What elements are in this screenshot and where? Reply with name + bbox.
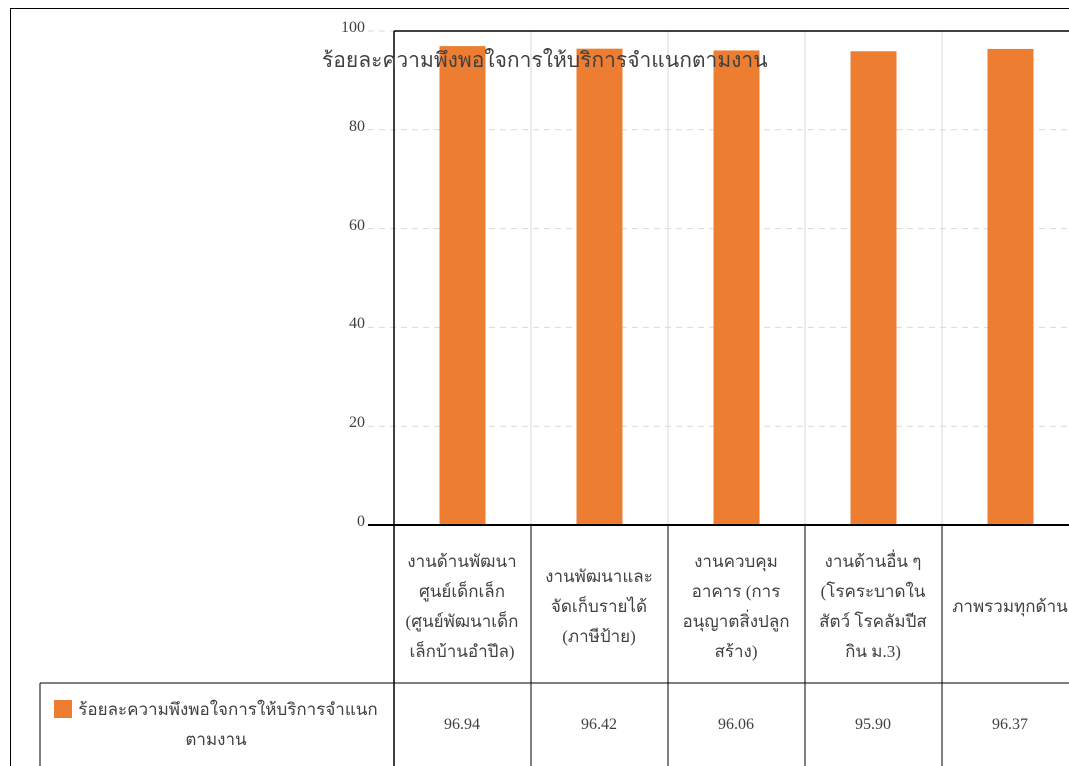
y-tick-label: 20: [349, 414, 365, 432]
category-label: ภาพรวมทุกด้าน: [942, 532, 1069, 682]
category-label: งานพัฒนาและจัดเก็บรายได้ (ภาษีป้าย): [531, 532, 667, 682]
category-label-line: (ศูนย์พัฒนาเด็ก: [405, 612, 519, 631]
chart-title: ร้อยละความพึงพอใจการให้บริการจำแนกตามงาน: [322, 48, 768, 72]
data-table-value: 96.94: [444, 716, 480, 733]
category-label: งานควบคุมอาคาร (การอนุญาตสิ่งปลูกสร้าง): [668, 532, 804, 682]
legend-swatch: [54, 700, 73, 718]
bar: [439, 46, 486, 526]
data-table-value: 96.42: [581, 716, 617, 733]
category-label-line: ศูนย์เด็กเล็ก: [418, 582, 506, 601]
category-label-line: เล็กบ้านอำปึล): [409, 642, 515, 661]
legend-entry: ร้อยละความพึงพอใจการให้บริการจำแนกตามงาน: [40, 684, 392, 766]
category-label-line: อาคาร (การ: [691, 582, 781, 601]
y-tick-label: 100: [341, 19, 365, 36]
category-label-line: สัตว์ โรคลัมปีส: [819, 612, 927, 631]
bar: [987, 48, 1034, 526]
category-label-line: (โรคระบาดใน: [820, 582, 926, 601]
category-label-line: งานควบคุม: [694, 552, 778, 571]
category-label: งานด้านพัฒนาศูนย์เด็กเล็ก (ศูนย์พัฒนาเด็ก…: [394, 532, 530, 682]
category-label-line: สร้าง): [714, 642, 758, 661]
chart-frame: [10, 8, 1069, 766]
data-table-value: 96.06: [718, 716, 754, 733]
category-label-line: งานด้านอื่น ๆ: [824, 552, 922, 571]
category-label-line: จัดเก็บรายได้: [550, 597, 648, 616]
category-label-line: กิน ม.3): [845, 642, 901, 661]
data-table-value: 96.37: [992, 716, 1028, 733]
legend-label: ร้อยละความพึงพอใจการให้บริการจำแนกตามงาน: [78, 700, 378, 749]
y-tick-label: 40: [349, 315, 365, 333]
bar: [850, 51, 897, 526]
category-label-line: ภาพรวมทุกด้าน: [952, 597, 1068, 616]
y-tick-label: 60: [349, 216, 365, 234]
category-label-line: งานพัฒนาและ: [545, 567, 653, 586]
category-label-line: อนุญาตสิ่งปลูก: [682, 612, 790, 631]
category-label-line: (ภาษีป้าย): [562, 627, 636, 646]
bar: [713, 50, 760, 526]
category-label-line: งานด้านพัฒนา: [407, 552, 517, 571]
bar: [576, 48, 623, 525]
category-label: งานด้านอื่น ๆ (โรคระบาดในสัตว์ โรคลัมปีสก…: [805, 532, 941, 682]
y-tick-label: 80: [349, 117, 365, 135]
data-table-value: 95.90: [855, 716, 891, 733]
y-tick-label: 0: [357, 513, 365, 530]
